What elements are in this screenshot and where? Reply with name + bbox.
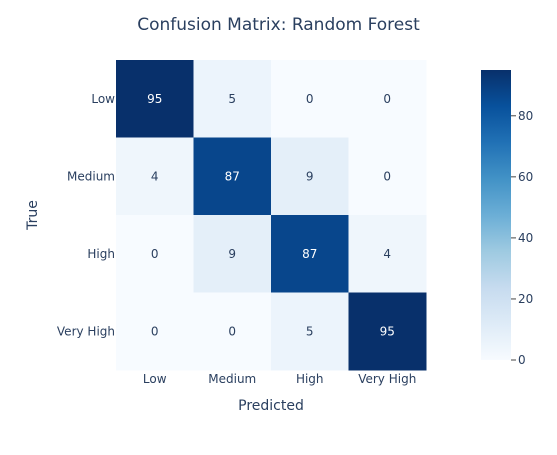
heatmap-cell	[193, 60, 272, 138]
heatmap-cell	[193, 292, 272, 371]
cell-value-label: 87	[302, 247, 317, 261]
cell-value-label: 5	[306, 324, 314, 338]
heatmap-cell	[116, 215, 194, 293]
colorbar-tick-label: 40	[518, 231, 533, 245]
cell-value-label: 95	[147, 92, 162, 106]
heatmap-cell-labels: 95 5 0 0 4 87 9 0 0 9 87 4 0 0 5 95	[147, 92, 395, 339]
heatmap-cell	[271, 137, 349, 216]
colorbar-ticks: 0 20 40 60 80	[511, 109, 533, 367]
y-tick-label: High	[87, 247, 115, 261]
colorbar: 0 20 40 60 80	[481, 70, 533, 367]
x-tick-label: Low	[143, 372, 167, 386]
y-tick-label: Very High	[57, 324, 115, 338]
x-tick-label: Medium	[208, 372, 256, 386]
colorbar-tick-label: 80	[518, 109, 533, 123]
cell-value-label: 4	[383, 247, 391, 261]
heatmap-cell	[271, 215, 349, 293]
cell-value-label: 0	[151, 247, 159, 261]
heatmap-cell	[348, 60, 427, 138]
cell-value-label: 0	[383, 92, 391, 106]
x-axis-ticks: Low Medium High Very High	[143, 372, 416, 386]
heatmap-cell	[271, 292, 349, 371]
heatmap-cell	[348, 292, 427, 371]
heatmap-cell	[116, 292, 194, 371]
heatmap-cell	[193, 215, 272, 293]
y-axis-title: True	[25, 200, 41, 231]
heatmap-cell	[116, 60, 194, 138]
heatmap-cell	[193, 137, 272, 216]
y-tick-label: Low	[91, 92, 115, 106]
y-axis-ticks: Low Medium High Very High	[57, 92, 115, 339]
heatmap-cell	[348, 137, 427, 216]
chart-title: Confusion Matrix: Random Forest	[137, 15, 420, 35]
cell-value-label: 0	[228, 324, 236, 338]
x-axis-title: Predicted	[238, 398, 304, 414]
heatmap-cell	[116, 137, 194, 216]
heatmap-cell	[271, 60, 349, 138]
colorbar-tick-label: 0	[518, 353, 526, 367]
colorbar-gradient	[481, 70, 511, 360]
cell-value-label: 5	[228, 92, 236, 106]
cell-value-label: 9	[228, 247, 236, 261]
colorbar-tick-label: 60	[518, 170, 533, 184]
x-tick-label: High	[296, 372, 324, 386]
cell-value-label: 0	[306, 92, 314, 106]
cell-value-label: 0	[151, 324, 159, 338]
cell-value-label: 87	[225, 169, 240, 183]
cell-value-label: 95	[380, 324, 395, 338]
y-tick-label: Medium	[67, 169, 115, 183]
heatmap-cell	[348, 215, 427, 293]
heatmap-cells	[116, 60, 427, 371]
cell-value-label: 4	[151, 169, 159, 183]
cell-value-label: 9	[306, 169, 314, 183]
x-tick-label: Very High	[358, 372, 416, 386]
cell-value-label: 0	[383, 169, 391, 183]
colorbar-tick-label: 20	[518, 292, 533, 306]
